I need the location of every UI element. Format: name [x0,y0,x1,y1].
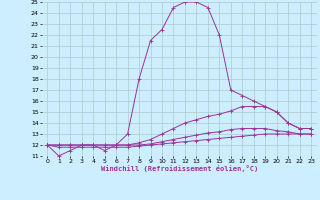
X-axis label: Windchill (Refroidissement éolien,°C): Windchill (Refroidissement éolien,°C) [100,165,258,172]
